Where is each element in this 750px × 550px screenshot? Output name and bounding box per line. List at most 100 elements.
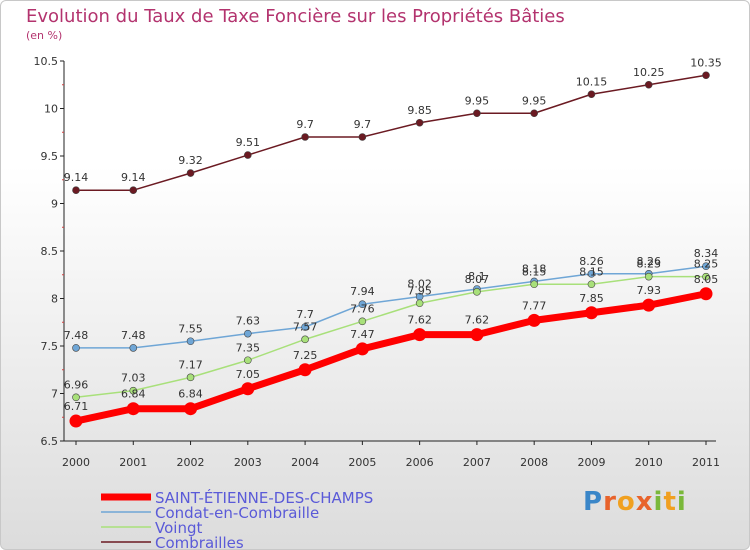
data-point xyxy=(358,133,367,141)
data-label: 8.18 xyxy=(522,262,547,275)
data-label: 7.95 xyxy=(407,284,432,297)
data-point xyxy=(129,344,138,352)
y-tick-label: 9.5 xyxy=(41,150,59,163)
data-point xyxy=(129,186,138,194)
data-label: 9.85 xyxy=(407,104,432,117)
data-label: 7.48 xyxy=(121,329,146,342)
data-label: 8.34 xyxy=(694,247,719,260)
data-label: 7.76 xyxy=(350,302,375,315)
axes: 6.5 7 7.5 8 8.5 9 9.5 10 10.5 2000 2001 2002 2003 200… xyxy=(34,55,721,469)
data-label: 6.84 xyxy=(178,388,203,401)
data-point xyxy=(72,186,80,194)
data-label: 7.85 xyxy=(579,292,604,305)
data-point xyxy=(358,300,367,309)
data-label: 8.07 xyxy=(465,273,490,286)
data-point xyxy=(530,280,538,289)
data-point xyxy=(186,169,195,177)
data-point xyxy=(241,382,255,396)
data-label: 9.32 xyxy=(178,154,203,167)
data-label: 7.62 xyxy=(465,314,490,327)
y-tick-label: 6.5 xyxy=(41,435,59,448)
data-label: 7.03 xyxy=(121,372,146,385)
x-tick-label: 2006 xyxy=(406,456,434,469)
data-point xyxy=(244,151,252,159)
data-point xyxy=(642,298,656,312)
data-point xyxy=(587,269,596,278)
data-label: 9.51 xyxy=(236,136,261,149)
data-label: 6.84 xyxy=(121,388,146,401)
data-label: 8.05 xyxy=(694,273,719,286)
x-tick-label: 2003 xyxy=(234,456,262,469)
data-label: 7.62 xyxy=(407,314,432,327)
data-point xyxy=(415,118,424,127)
data-label: 7.55 xyxy=(178,322,203,335)
data-label: 9.95 xyxy=(465,94,490,107)
y-tick-label: 10.5 xyxy=(34,55,59,68)
data-point xyxy=(126,402,140,416)
proxiti-logo: Proxiti xyxy=(583,487,687,517)
data-point xyxy=(473,109,481,118)
y-tick-label: 8.5 xyxy=(41,245,59,258)
data-label: 9.95 xyxy=(522,94,547,107)
series-line xyxy=(76,74,707,191)
data-label: 7.05 xyxy=(236,368,261,381)
data-point xyxy=(702,272,710,281)
data-point xyxy=(72,393,80,402)
data-label: 6.96 xyxy=(64,378,89,391)
data-label: 8.15 xyxy=(522,265,547,278)
x-tick-label: 2008 xyxy=(520,456,548,469)
data-point xyxy=(301,335,309,344)
data-label: 7.17 xyxy=(178,358,203,371)
data-point xyxy=(699,287,713,301)
data-label: 8.26 xyxy=(579,255,604,268)
x-tick-label: 2000 xyxy=(62,456,90,469)
data-label: 9.7 xyxy=(296,118,314,131)
data-point xyxy=(301,133,309,141)
y-tick-label: 8 xyxy=(51,293,58,306)
legend-label: Voingt xyxy=(155,519,202,537)
data-labels: 9.14 9.14 9.32 9.51 9.7 9.7 9.85 9.95 9.95 10.15 1… xyxy=(64,56,722,413)
data-label: 7.77 xyxy=(522,299,547,312)
data-label: 10.15 xyxy=(576,75,608,88)
x-tick-label: 2011 xyxy=(692,456,720,469)
series-group xyxy=(69,71,713,428)
y-tick-label: 9 xyxy=(51,198,58,211)
chart-title: Evolution du Taux de Taxe Foncière sur l… xyxy=(26,6,565,27)
data-label: 8.25 xyxy=(694,258,719,271)
data-point xyxy=(413,328,427,342)
x-tick-label: 2010 xyxy=(635,456,663,469)
data-label: 8.23 xyxy=(636,258,661,271)
data-label: 7.93 xyxy=(636,284,661,297)
data-point xyxy=(69,414,83,428)
data-point xyxy=(358,317,367,326)
x-tick-label: 2001 xyxy=(119,456,147,469)
x-tick-label: 2002 xyxy=(177,456,205,469)
data-point xyxy=(244,356,252,365)
data-point xyxy=(244,329,252,338)
legend: SAINT-ÉTIENNE-DES-CHAMPSCondat-en-Combra… xyxy=(101,488,373,550)
data-point xyxy=(702,71,710,80)
x-tick-label: 2009 xyxy=(577,456,605,469)
series-line xyxy=(76,265,707,349)
data-point xyxy=(587,280,596,289)
data-point xyxy=(129,386,138,395)
data-label: 9.14 xyxy=(64,171,89,184)
data-point xyxy=(702,262,710,271)
data-point xyxy=(470,328,484,342)
data-label: 9.14 xyxy=(121,171,146,184)
legend-label: Combrailles xyxy=(155,534,244,550)
data-label: 8.26 xyxy=(636,255,661,268)
data-label: 6.71 xyxy=(64,400,89,413)
data-point xyxy=(584,306,598,320)
data-point xyxy=(184,402,198,416)
data-label: 7.25 xyxy=(293,349,318,362)
data-point xyxy=(644,80,653,89)
data-label: 9.7 xyxy=(354,118,372,131)
data-point xyxy=(415,299,424,308)
data-point xyxy=(644,272,653,281)
data-point xyxy=(473,288,481,296)
data-label: 8.02 xyxy=(407,278,432,291)
data-label: 7.7 xyxy=(296,308,314,321)
